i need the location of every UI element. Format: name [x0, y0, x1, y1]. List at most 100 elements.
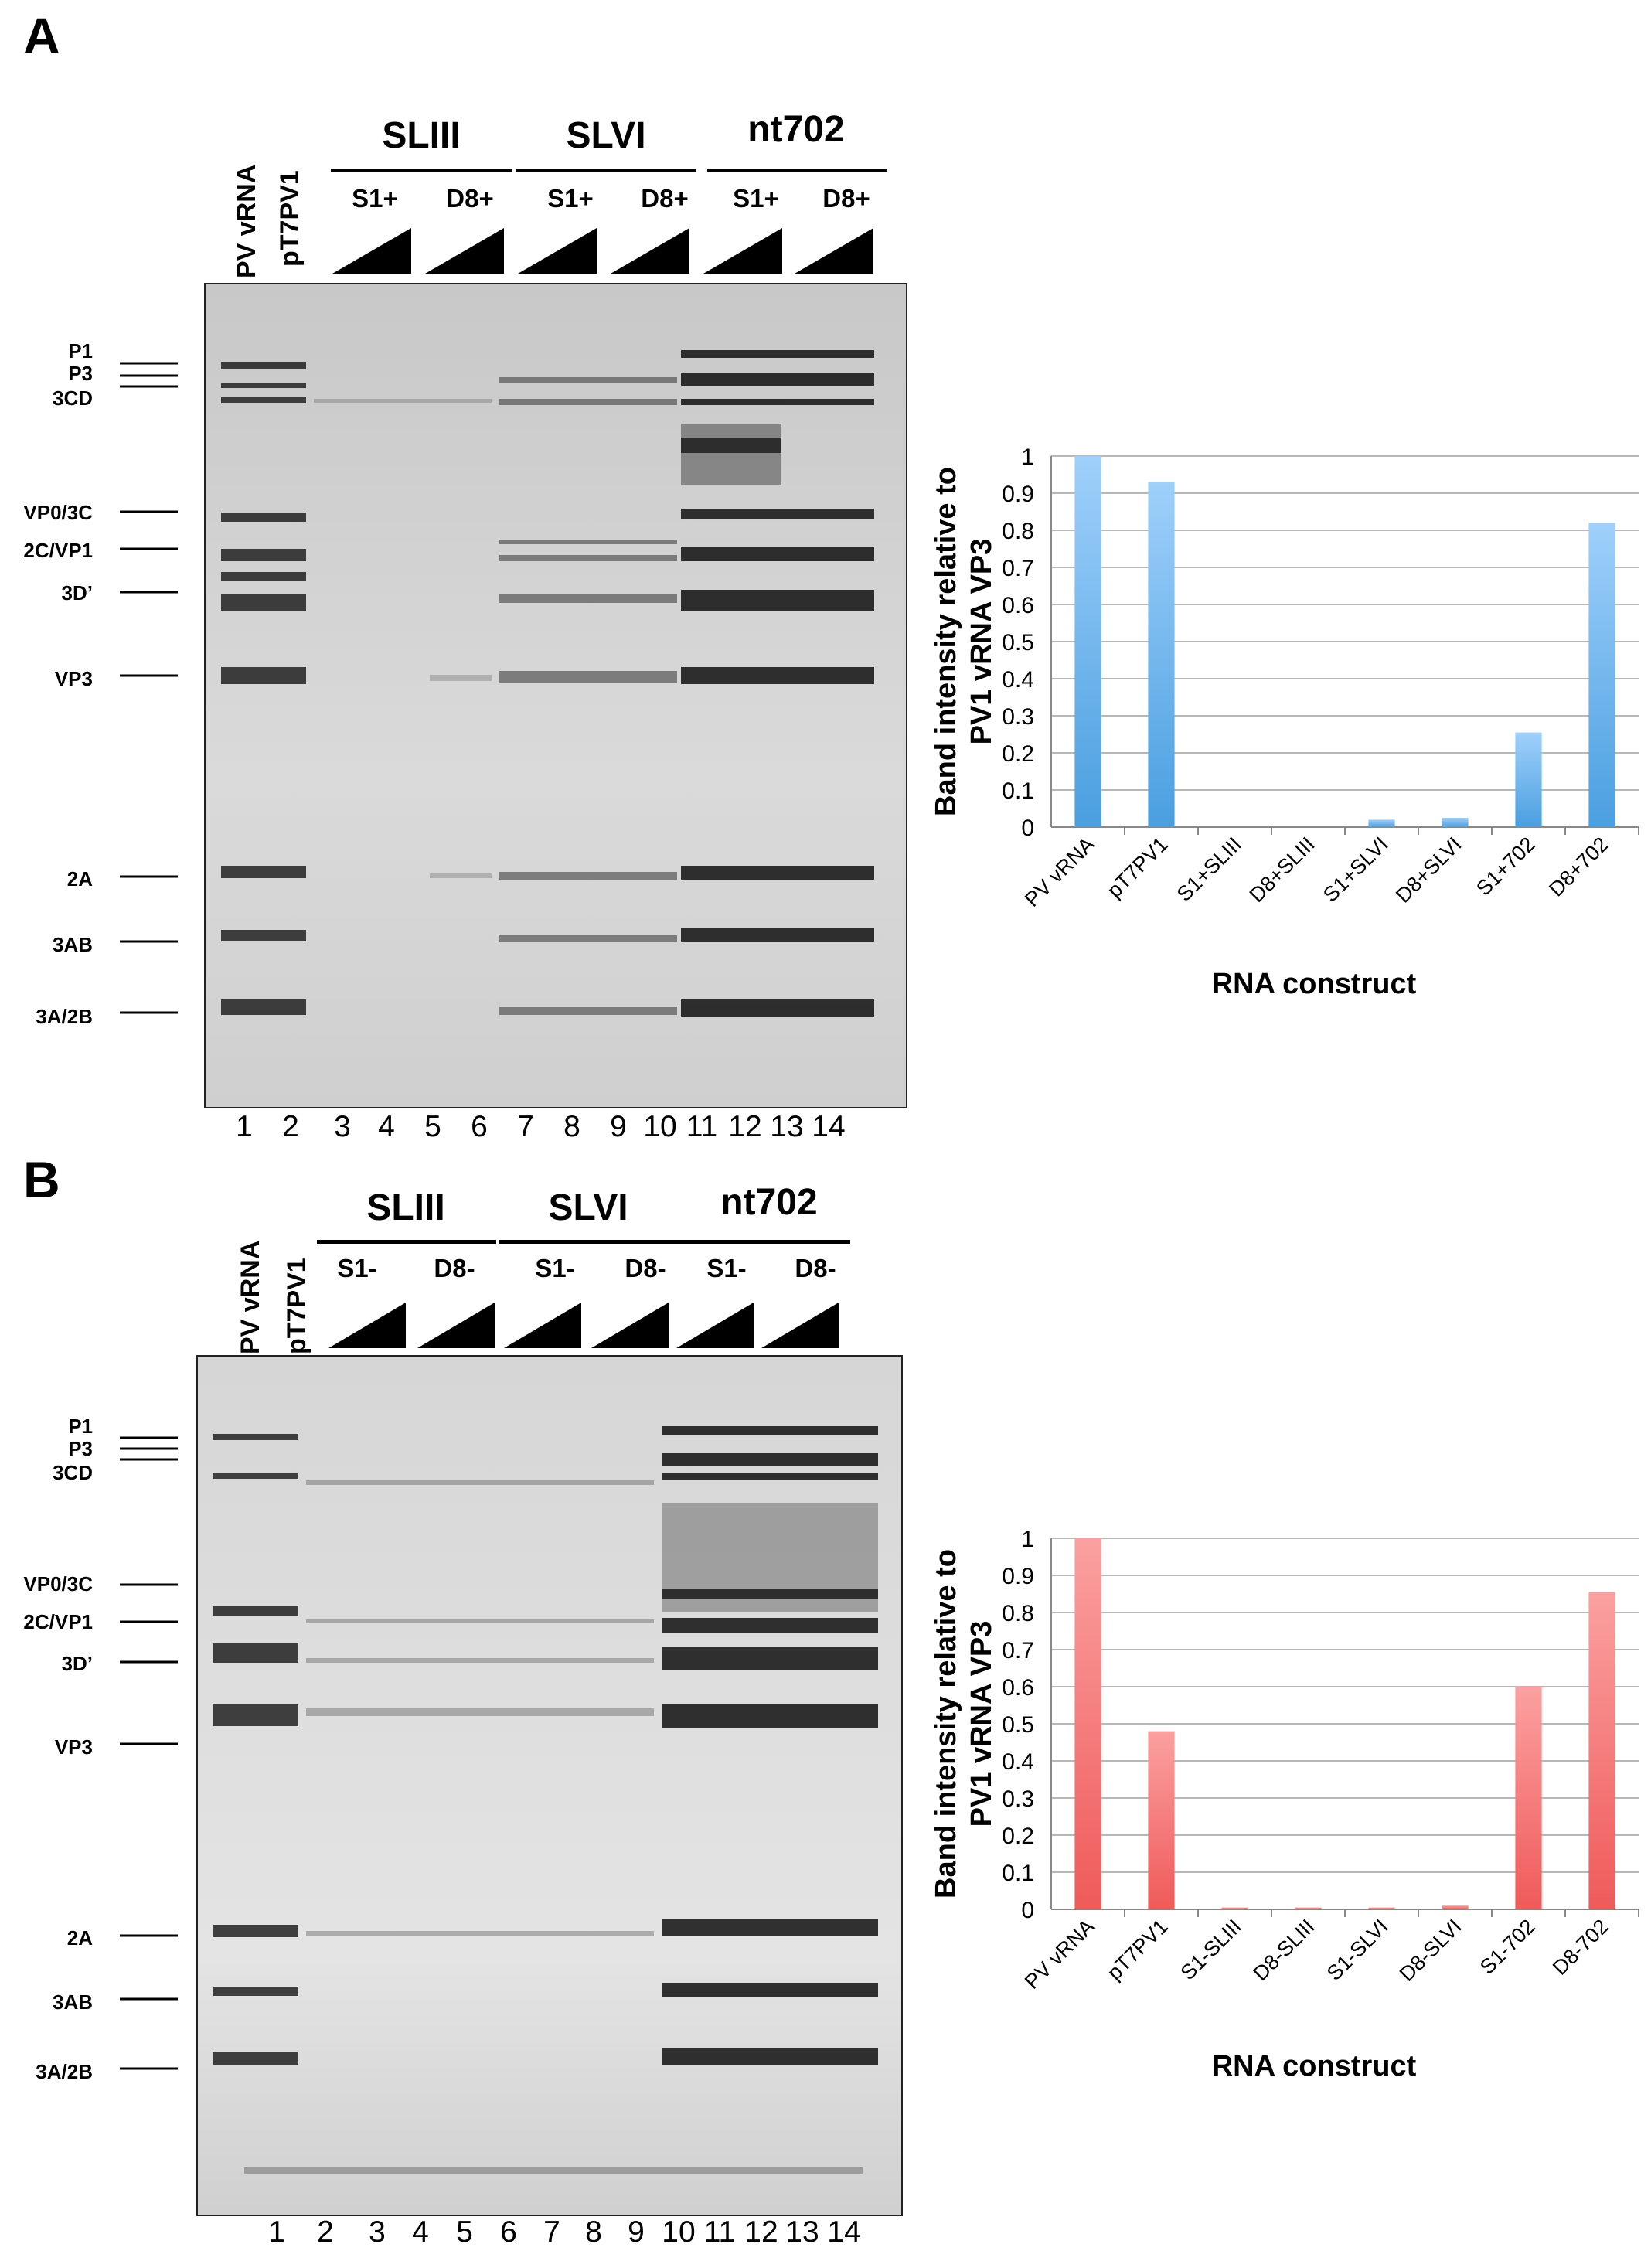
bar — [1368, 819, 1395, 827]
x-tick-label: S1+SLVI — [1319, 833, 1393, 907]
lane-number: 5 — [424, 1110, 441, 1143]
group-bracket — [331, 169, 512, 172]
marker-label: 3AB — [52, 1990, 93, 2014]
group-bracket — [677, 1240, 850, 1244]
x-tick-label: S1-SLIII — [1176, 1915, 1246, 1984]
x-tick-label: D8-SLVI — [1395, 1915, 1466, 1986]
lane-number: 12 — [728, 1110, 762, 1143]
y-tick-label: 0.2 — [1002, 1824, 1034, 1849]
bar — [1588, 523, 1615, 827]
y-tick-label: 0.7 — [1002, 1638, 1034, 1664]
y-axis-title: Band intensity relative to — [930, 467, 962, 816]
group-bracket — [707, 169, 887, 172]
x-tick-label: S1+702 — [1472, 833, 1540, 901]
lane-number: 3 — [334, 1110, 351, 1143]
sub-label: S1- — [535, 1254, 575, 1282]
bar — [1515, 1687, 1542, 1909]
y-axis-title: PV1 vRNA VP3 — [965, 1621, 998, 1827]
x-tick-label: S1-702 — [1476, 1915, 1540, 1979]
sub-label: S1- — [706, 1254, 747, 1282]
lane-number: 11 — [703, 2215, 736, 2249]
y-tick-label: 0.8 — [1002, 1601, 1034, 1626]
x-tick-label: D8-702 — [1548, 1915, 1613, 1980]
marker-ticks — [120, 1436, 178, 2070]
gel-image-b — [196, 1355, 903, 2216]
marker-label: 3CD — [52, 1461, 93, 1484]
group-label-sliii: SLIII — [382, 115, 461, 156]
lane-number: 10 — [643, 1110, 677, 1143]
y-axis-title: PV1 vRNA VP3 — [965, 539, 998, 745]
lane-number: 3 — [369, 2215, 386, 2249]
marker-label: VP0/3C — [23, 1572, 93, 1595]
x-axis-title: RNA construct — [1212, 968, 1417, 1000]
group-label-nt702: nt702 — [747, 109, 845, 150]
sub-label: D8+ — [446, 184, 494, 213]
y-tick-label: 0 — [1021, 816, 1034, 841]
marker-label: 3D’ — [61, 581, 93, 604]
bar — [1148, 1731, 1175, 1909]
group-bracket — [499, 1240, 678, 1244]
lane-number: 12 — [744, 2215, 778, 2249]
y-tick-label: 0.7 — [1002, 556, 1034, 581]
marker-label: VP3 — [54, 1735, 93, 1759]
bar — [1074, 456, 1101, 827]
lane-number: 8 — [585, 2215, 602, 2249]
marker-label: VP0/3C — [23, 501, 93, 524]
marker-label: P1 — [68, 1415, 93, 1438]
lane-label-pv-vrna: PV vRNA — [232, 164, 261, 278]
lane-number: 14 — [827, 2215, 861, 2249]
lane-label-pv-vrna: PV vRNA — [236, 1240, 265, 1354]
x-tick-label: PV vRNA — [1020, 833, 1099, 911]
y-tick-label: 0.5 — [1002, 630, 1034, 656]
concentration-wedges — [328, 1303, 839, 1348]
x-tick-label: D8-SLIII — [1248, 1915, 1319, 1985]
y-tick-label: 0 — [1021, 1898, 1034, 1923]
x-tick-label: D8+SLVI — [1391, 833, 1466, 908]
lane-number: 8 — [563, 1110, 580, 1143]
bar — [1515, 732, 1542, 827]
panel-letter-b: B — [23, 1151, 60, 1208]
y-tick-label: 0.4 — [1002, 1749, 1034, 1775]
group-bracket — [516, 169, 696, 172]
group-label-slvi: SLVI — [566, 115, 646, 156]
marker-label: 3A/2B — [36, 1005, 93, 1028]
bar — [1442, 1905, 1469, 1909]
sub-label: D8- — [625, 1254, 666, 1282]
bar — [1221, 1907, 1248, 1909]
x-tick-label: S1-SLVI — [1323, 1915, 1393, 1985]
lane-number: 1 — [236, 1110, 253, 1143]
lane-number: 1 — [268, 2215, 285, 2249]
marker-label: P3 — [68, 1437, 93, 1460]
y-tick-label: 0.9 — [1002, 1564, 1034, 1589]
x-tick-label: pT7PV1 — [1103, 833, 1173, 902]
x-tick-label: D8+SLIII — [1245, 833, 1319, 907]
y-tick-label: 0.9 — [1002, 482, 1034, 507]
x-tick-label: PV vRNA — [1020, 1915, 1099, 1994]
y-tick-label: 0.1 — [1002, 778, 1034, 804]
sub-label: S1+ — [352, 184, 398, 213]
sub-label: S1+ — [733, 184, 779, 213]
y-tick-label: 0.6 — [1002, 593, 1034, 618]
bar — [1368, 1907, 1395, 1909]
sub-label: D8+ — [641, 184, 689, 213]
x-tick-label: D8+702 — [1544, 833, 1613, 901]
x-axis-title: RNA construct — [1212, 2050, 1417, 2082]
group-label-slvi: SLVI — [548, 1187, 628, 1228]
y-axis-title: Band intensity relative to — [930, 1549, 962, 1899]
lane-label-pt7pv1: pT7PV1 — [282, 1258, 311, 1354]
marker-label: 3AB — [52, 933, 93, 956]
x-tick-label: pT7PV1 — [1103, 1915, 1173, 1984]
group-bracket — [317, 1240, 496, 1244]
y-tick-label: 0.2 — [1002, 741, 1034, 767]
lane-number: 5 — [456, 2215, 473, 2249]
bar — [1148, 482, 1175, 827]
marker-label: 2C/VP1 — [23, 539, 93, 562]
gel-image-a — [204, 283, 907, 1108]
y-tick-label: 0.6 — [1002, 1675, 1034, 1701]
marker-label: P3 — [68, 362, 93, 385]
y-tick-label: 0.3 — [1002, 1786, 1034, 1812]
lane-number: 7 — [543, 2215, 560, 2249]
y-tick-label: 0.4 — [1002, 667, 1034, 693]
lane-number: 11 — [686, 1110, 718, 1143]
y-tick-label: 0.1 — [1002, 1861, 1034, 1886]
